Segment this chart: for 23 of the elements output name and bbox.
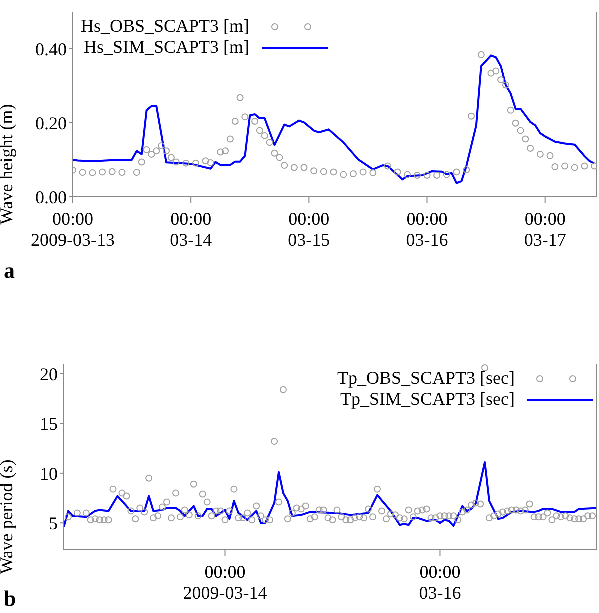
y-tick-label: 0.20 [36, 113, 67, 134]
x-tick-label: 00:00 03-17 [524, 209, 566, 250]
x-tick-label: 00:00 03-16 [406, 209, 448, 250]
x-tick-label: 00:00 2009-03-13 [31, 209, 115, 250]
legend-label: Hs_SIM_SCAPT3 [m] [84, 37, 250, 58]
text: a [4, 258, 15, 284]
y-tick-label: 10 [40, 464, 58, 484]
y-axis-title: Wave height (m) [0, 104, 16, 225]
legend-label: Tp_OBS_SCAPT3 [sec] [337, 368, 515, 389]
y-tick-label: 0.40 [36, 39, 67, 60]
line-series [64, 461, 597, 528]
y-tick-label: 0.00 [36, 187, 67, 208]
y-tick-label: 15 [40, 414, 58, 434]
legend-label: Hs_OBS_SCAPT3 [m] [81, 16, 250, 37]
x-tick-label: 00:00 03-16 [419, 562, 462, 603]
y-axis-title: Wave period (s) [0, 460, 16, 574]
x-tick-label: 00:00 03-14 [170, 209, 212, 250]
y-tick-label: 20 [40, 364, 58, 384]
y-tick-label: 5 [49, 514, 58, 534]
text: b [4, 586, 16, 612]
x-tick-label: 00:00 03-15 [288, 209, 330, 250]
x-tick-label: 00:00 2009-03-14 [183, 562, 268, 603]
legend-label: Tp_SIM_SCAPT3 [sec] [340, 389, 515, 410]
